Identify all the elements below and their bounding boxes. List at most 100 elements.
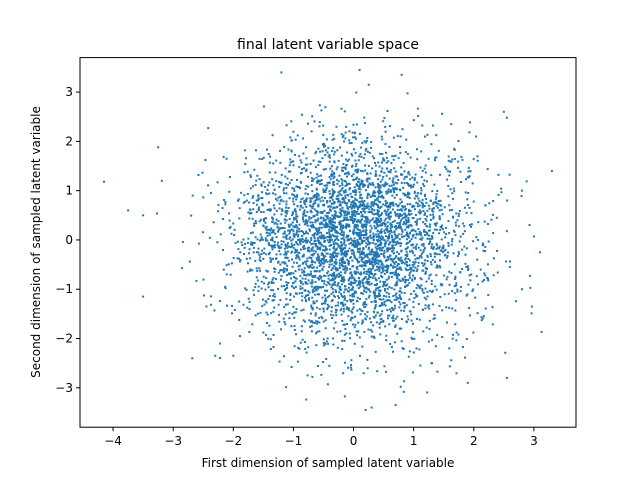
scatter-point bbox=[348, 282, 351, 285]
scatter-point bbox=[293, 311, 296, 314]
scatter-point bbox=[383, 219, 386, 222]
scatter-point bbox=[359, 253, 362, 256]
scatter-point bbox=[355, 266, 358, 269]
scatter-point bbox=[400, 233, 403, 236]
scatter-point bbox=[363, 276, 366, 279]
scatter-point bbox=[448, 204, 451, 207]
scatter-point bbox=[385, 174, 388, 177]
scatter-point bbox=[438, 253, 441, 256]
scatter-point bbox=[363, 203, 366, 206]
scatter-point bbox=[385, 202, 388, 205]
scatter-point bbox=[293, 218, 296, 221]
scatter-point bbox=[438, 209, 441, 212]
scatter-point bbox=[325, 248, 328, 251]
scatter-point bbox=[375, 321, 378, 324]
scatter-point bbox=[230, 262, 233, 265]
scatter-point bbox=[431, 362, 433, 365]
scatter-point bbox=[343, 200, 346, 203]
scatter-point bbox=[273, 292, 276, 295]
scatter-point bbox=[339, 288, 342, 291]
scatter-point bbox=[383, 171, 386, 174]
scatter-point bbox=[386, 230, 389, 233]
scatter-point bbox=[330, 263, 333, 266]
scatter-point bbox=[345, 307, 348, 310]
scatter-point bbox=[435, 228, 438, 231]
scatter-point bbox=[356, 284, 359, 287]
scatter-point bbox=[412, 260, 415, 263]
scatter-point bbox=[326, 306, 329, 309]
scatter-point bbox=[421, 289, 424, 292]
scatter-point bbox=[274, 197, 277, 200]
scatter-point bbox=[259, 259, 262, 262]
scatter-point bbox=[368, 259, 371, 262]
scatter-point bbox=[423, 195, 426, 198]
scatter-point bbox=[305, 214, 308, 217]
scatter-point bbox=[217, 203, 220, 206]
scatter-point bbox=[375, 219, 378, 222]
scatter-point bbox=[367, 218, 370, 221]
scatter-point bbox=[492, 257, 495, 260]
scatter-point bbox=[328, 263, 331, 266]
scatter-point bbox=[429, 218, 432, 221]
scatter-point bbox=[343, 242, 346, 245]
scatter-point bbox=[322, 307, 325, 310]
scatter-point bbox=[455, 372, 458, 375]
scatter-point bbox=[481, 317, 484, 320]
scatter-point bbox=[291, 244, 294, 247]
scatter-point bbox=[376, 217, 379, 220]
scatter-point bbox=[409, 156, 412, 159]
scatter-point bbox=[325, 232, 328, 235]
scatter-point bbox=[257, 195, 260, 198]
scatter-point bbox=[386, 299, 389, 302]
scatter-point bbox=[326, 217, 329, 220]
scatter-point bbox=[299, 243, 302, 246]
scatter-point bbox=[423, 185, 426, 188]
scatter-point bbox=[370, 321, 373, 324]
scatter-point bbox=[428, 289, 431, 292]
scatter-point bbox=[264, 300, 267, 303]
scatter-point bbox=[359, 182, 362, 185]
scatter-point bbox=[348, 242, 351, 245]
scatter-point bbox=[318, 265, 321, 267]
scatter-point bbox=[408, 173, 411, 176]
scatter-point bbox=[444, 248, 447, 251]
scatter-point bbox=[398, 223, 401, 226]
scatter-point bbox=[374, 297, 377, 300]
scatter-point bbox=[322, 218, 325, 221]
scatter-point bbox=[331, 194, 334, 197]
scatter-point bbox=[339, 232, 342, 235]
scatter-point bbox=[294, 210, 297, 213]
scatter-point bbox=[313, 276, 316, 279]
scatter-point bbox=[333, 239, 336, 242]
scatter-point bbox=[340, 209, 343, 212]
scatter-point bbox=[484, 250, 487, 253]
scatter-point bbox=[310, 205, 313, 208]
scatter-point bbox=[342, 162, 345, 165]
scatter-point bbox=[540, 330, 543, 333]
scatter-point bbox=[309, 273, 312, 276]
scatter-point bbox=[430, 237, 433, 240]
scatter-point bbox=[289, 158, 292, 161]
scatter-point bbox=[332, 207, 335, 210]
scatter-point bbox=[444, 233, 447, 236]
scatter-point bbox=[414, 173, 417, 176]
scatter-point bbox=[252, 195, 255, 198]
scatter-point bbox=[293, 276, 296, 279]
scatter-point bbox=[280, 243, 283, 246]
scatter-point bbox=[265, 322, 268, 325]
scatter-point bbox=[378, 201, 381, 204]
scatter-point bbox=[313, 196, 316, 199]
scatter-point bbox=[389, 222, 392, 225]
scatter-point bbox=[345, 236, 348, 239]
scatter-point bbox=[360, 256, 363, 259]
scatter-point bbox=[468, 175, 471, 178]
scatter-point bbox=[268, 244, 271, 247]
scatter-point bbox=[419, 217, 422, 220]
scatter-point bbox=[322, 223, 325, 226]
scatter-point bbox=[394, 341, 397, 344]
scatter-point bbox=[317, 287, 320, 290]
scatter-point bbox=[318, 241, 321, 244]
scatter-point bbox=[352, 136, 355, 139]
scatter-point bbox=[418, 255, 421, 258]
scatter-point bbox=[403, 182, 406, 185]
